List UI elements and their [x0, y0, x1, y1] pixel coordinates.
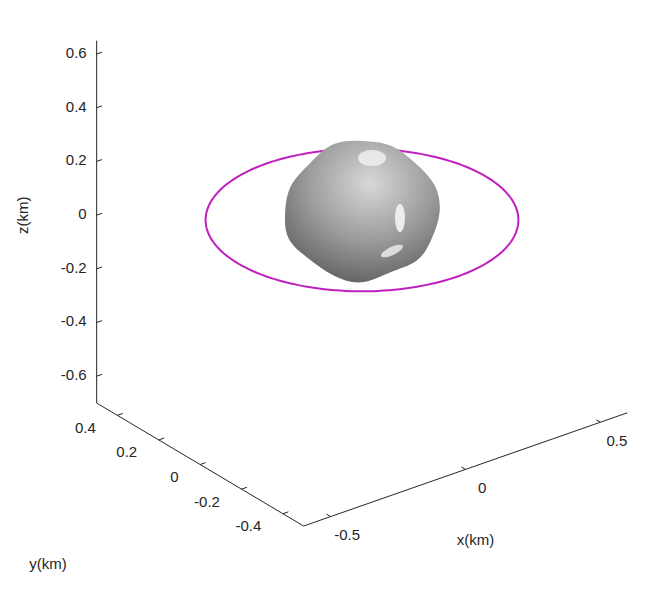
- svg-text:0.2: 0.2: [116, 443, 137, 460]
- svg-text:0: 0: [170, 468, 178, 485]
- svg-text:0.2: 0.2: [66, 151, 87, 168]
- svg-text:0.4: 0.4: [75, 419, 96, 436]
- svg-text:0: 0: [478, 479, 486, 496]
- svg-text:y(km): y(km): [29, 555, 67, 572]
- svg-text:-0.4: -0.4: [236, 517, 262, 534]
- svg-text:-0.6: -0.6: [61, 366, 87, 383]
- svg-text:0.5: 0.5: [606, 432, 627, 449]
- svg-text:x(km): x(km): [457, 531, 495, 548]
- svg-text:0.4: 0.4: [66, 98, 87, 115]
- svg-text:-0.5: -0.5: [334, 526, 360, 543]
- svg-text:-0.2: -0.2: [194, 493, 220, 510]
- svg-text:0.6: 0.6: [66, 44, 87, 61]
- svg-text:0: 0: [78, 205, 86, 222]
- svg-text:z(km): z(km): [14, 196, 31, 234]
- svg-text:-0.2: -0.2: [61, 259, 87, 276]
- svg-text:-0.4: -0.4: [61, 312, 87, 329]
